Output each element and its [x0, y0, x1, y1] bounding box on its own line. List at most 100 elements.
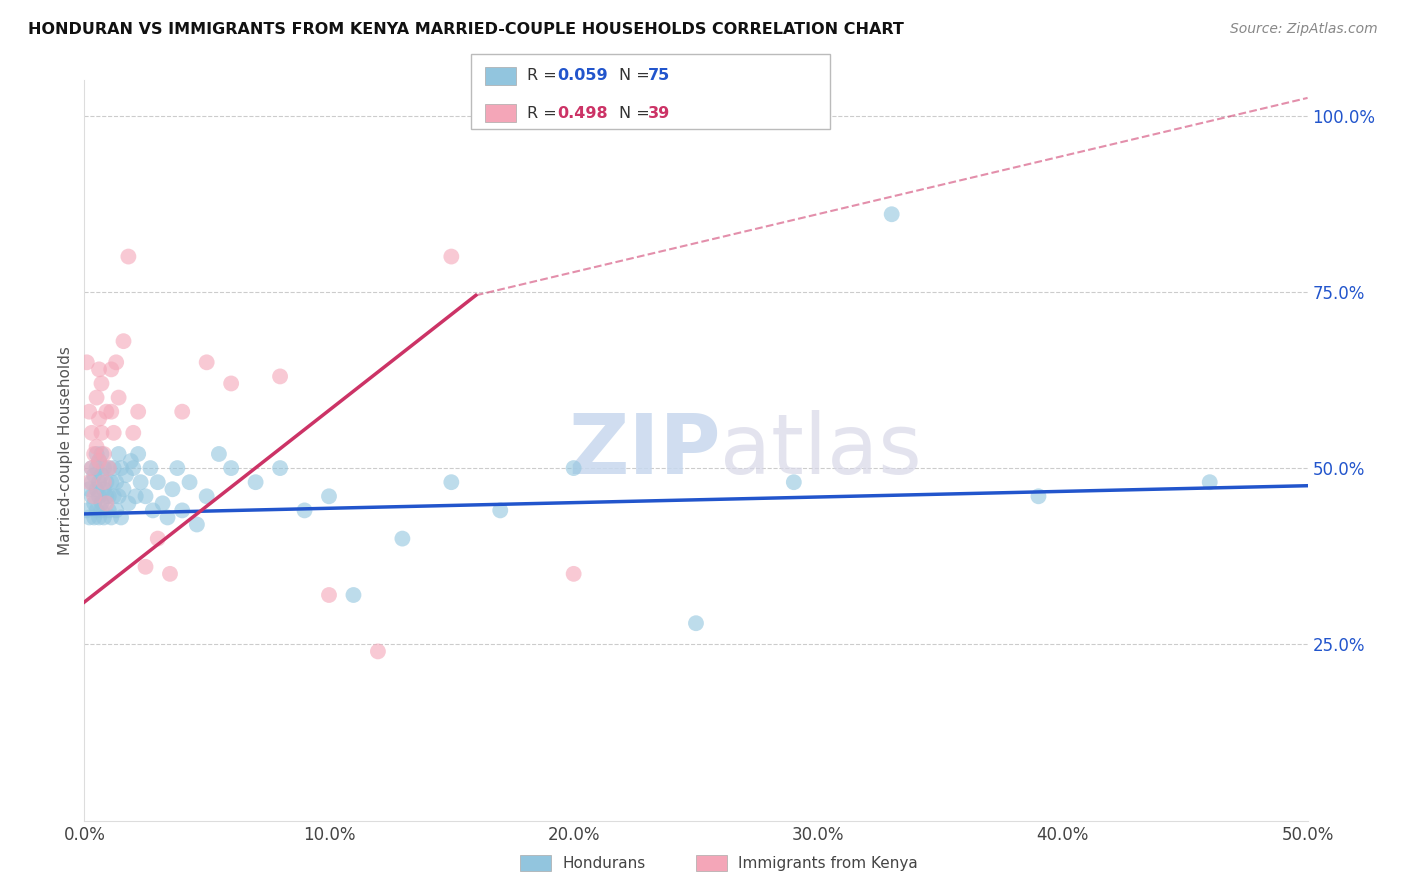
Point — [77, 475, 100, 490]
Point — [186, 517, 208, 532]
Point — [96, 405, 118, 419]
Point — [219, 461, 242, 475]
Point — [97, 461, 120, 475]
Point — [125, 489, 148, 503]
Point — [1028, 489, 1050, 503]
Point — [87, 489, 110, 503]
Point — [96, 489, 118, 503]
Point — [93, 510, 115, 524]
Point — [562, 566, 585, 581]
Point — [127, 447, 149, 461]
Point — [90, 425, 112, 440]
Text: N =: N = — [619, 106, 655, 120]
Point — [880, 207, 903, 221]
Point — [112, 334, 135, 348]
Point — [93, 447, 115, 461]
Point — [110, 510, 132, 524]
Point — [179, 475, 201, 490]
Point — [77, 510, 100, 524]
Point — [83, 510, 105, 524]
Y-axis label: Married-couple Households: Married-couple Households — [58, 346, 73, 555]
Point — [783, 475, 806, 490]
Point — [195, 489, 218, 503]
Point — [269, 369, 291, 384]
Point — [90, 447, 112, 461]
Point — [110, 461, 132, 475]
Point — [342, 588, 364, 602]
Point — [172, 405, 194, 419]
Point — [117, 496, 139, 510]
Point — [107, 447, 129, 461]
Point — [685, 616, 707, 631]
Point — [367, 644, 389, 658]
Point — [391, 532, 413, 546]
Point — [93, 461, 115, 475]
Text: R =: R = — [527, 69, 562, 83]
Text: 39: 39 — [648, 106, 671, 120]
Text: 0.059: 0.059 — [557, 69, 607, 83]
Point — [86, 447, 108, 461]
Point — [269, 461, 291, 475]
Text: Source: ZipAtlas.com: Source: ZipAtlas.com — [1230, 22, 1378, 37]
Text: 0.498: 0.498 — [557, 106, 607, 120]
Text: 75: 75 — [648, 69, 671, 83]
Point — [90, 496, 112, 510]
Point — [440, 475, 463, 490]
Point — [120, 454, 142, 468]
Point — [87, 362, 110, 376]
Text: HONDURAN VS IMMIGRANTS FROM KENYA MARRIED-COUPLE HOUSEHOLDS CORRELATION CHART: HONDURAN VS IMMIGRANTS FROM KENYA MARRIE… — [28, 22, 904, 37]
Point — [172, 503, 194, 517]
Point — [80, 425, 103, 440]
Point — [83, 489, 105, 503]
Point — [90, 376, 112, 391]
Point — [76, 503, 98, 517]
Point — [96, 496, 118, 510]
Point — [87, 475, 110, 490]
Point — [77, 405, 100, 419]
Point — [87, 510, 110, 524]
Point — [90, 503, 112, 517]
Point — [208, 447, 231, 461]
Point — [80, 461, 103, 475]
Point — [245, 475, 267, 490]
Point — [83, 447, 105, 461]
Point — [76, 355, 98, 369]
Point — [135, 559, 157, 574]
Point — [159, 566, 181, 581]
Point — [100, 405, 122, 419]
Text: R =: R = — [527, 106, 562, 120]
Text: ZIP: ZIP — [568, 410, 720, 491]
Point — [97, 503, 120, 517]
Point — [107, 391, 129, 405]
Point — [87, 454, 110, 468]
Text: Hondurans: Hondurans — [562, 856, 645, 871]
Point — [96, 475, 118, 490]
Point — [166, 461, 188, 475]
Point — [129, 475, 152, 490]
Point — [139, 461, 162, 475]
Point — [115, 468, 138, 483]
Point — [152, 496, 174, 510]
Point — [87, 411, 110, 425]
Point — [80, 475, 103, 490]
Point — [135, 489, 157, 503]
Text: atlas: atlas — [720, 410, 922, 491]
Point — [117, 250, 139, 264]
Text: Immigrants from Kenya: Immigrants from Kenya — [738, 856, 918, 871]
Point — [146, 475, 169, 490]
Point — [100, 362, 122, 376]
Point — [86, 482, 108, 496]
Point — [83, 496, 105, 510]
Point — [86, 440, 108, 454]
Point — [103, 425, 125, 440]
Point — [162, 482, 184, 496]
Point — [86, 391, 108, 405]
Point — [80, 489, 103, 503]
Point — [103, 461, 125, 475]
Point — [195, 355, 218, 369]
Point — [100, 510, 122, 524]
Point — [294, 503, 316, 517]
Point — [318, 489, 340, 503]
Point — [86, 461, 108, 475]
Point — [107, 489, 129, 503]
